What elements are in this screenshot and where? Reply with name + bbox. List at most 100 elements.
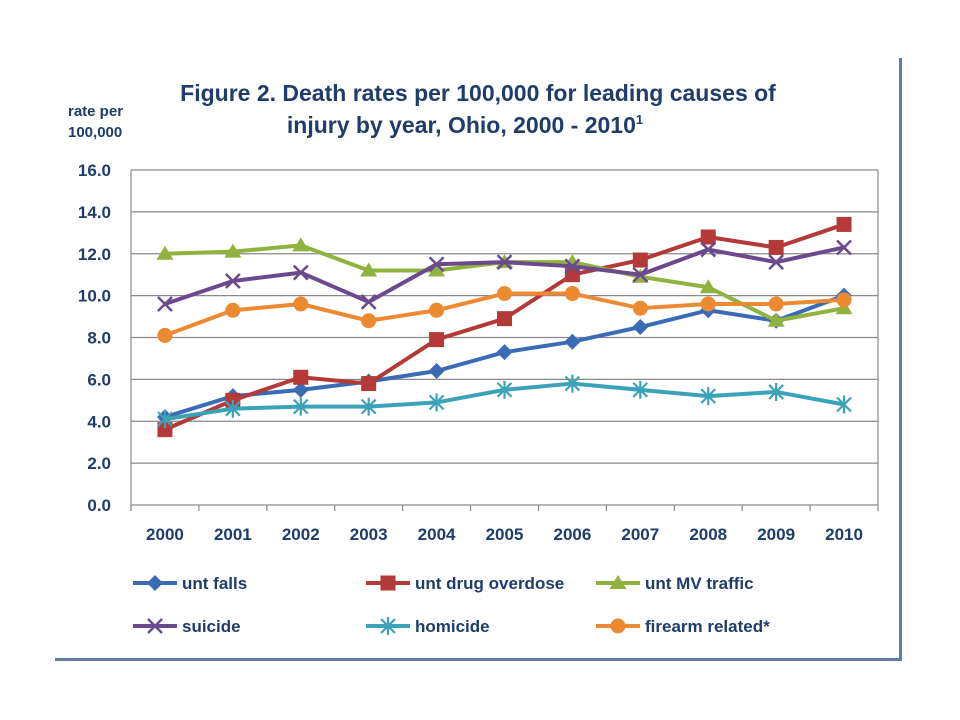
y-tick-label: 16.0	[78, 161, 111, 180]
legend-marker	[380, 575, 396, 591]
series-homicide	[157, 374, 852, 429]
x-marker-shape	[428, 256, 445, 273]
data-point-unt-drug-overdose	[632, 252, 648, 268]
data-point-homicide	[428, 393, 445, 412]
asterisk-marker-shape	[225, 399, 241, 418]
legend-item-firearm-related: firearm related*	[596, 617, 770, 636]
data-point-unt-drug-overdose	[293, 369, 309, 385]
x-tick-label: 2003	[350, 525, 388, 544]
x-marker-shape	[564, 258, 581, 275]
series-layer	[156, 216, 853, 438]
circle-marker-shape	[610, 618, 626, 634]
data-point-unt-falls	[428, 363, 445, 379]
asterisk-marker-shape	[836, 395, 852, 414]
circle-marker-shape	[429, 302, 445, 318]
triangle-marker-shape	[609, 575, 627, 589]
chart-title-superscript: 1	[636, 112, 643, 127]
legend-marker	[147, 618, 163, 634]
slide-frame-bottom-border	[55, 658, 902, 661]
data-point-suicide	[292, 264, 309, 281]
legend-item-unt-falls: unt falls	[133, 574, 247, 593]
data-point-unt-drug-overdose	[429, 332, 445, 348]
triangle-marker-shape	[767, 312, 785, 327]
diamond-marker-shape	[292, 381, 309, 398]
triangle-marker-shape	[428, 262, 446, 277]
data-point-suicide	[836, 239, 852, 256]
x-marker-shape	[292, 264, 309, 281]
legend-label: firearm related*	[645, 617, 770, 636]
legend-marker	[610, 618, 626, 634]
legend-label: homicide	[415, 617, 490, 636]
data-point-homicide	[564, 374, 581, 393]
data-point-firearm-related	[429, 302, 445, 318]
chart-title-line-2: injury by year, Ohio, 2000 - 20101	[287, 112, 643, 138]
x-tick-labels: 2000 2001 2002 2003 2004 2005 2006 2007 2008 2009…	[146, 525, 863, 544]
diamond-marker-shape	[147, 575, 163, 591]
circle-marker-shape	[564, 286, 580, 302]
circle-marker-shape	[700, 296, 716, 312]
data-point-homicide	[700, 387, 717, 406]
legend-item-unt-mv-traffic: unt MV traffic	[596, 574, 754, 593]
data-point-firearm-related	[497, 286, 512, 302]
x-marker-shape	[836, 239, 852, 256]
data-point-suicide	[564, 258, 581, 275]
triangle-marker-shape	[224, 243, 242, 258]
data-point-unt-falls	[292, 381, 309, 398]
asterisk-marker-shape	[292, 397, 309, 416]
data-point-unt-mv-traffic	[156, 245, 174, 260]
data-point-unt-drug-overdose	[836, 216, 852, 232]
legend-label: unt falls	[182, 574, 247, 593]
data-point-unt-mv-traffic	[428, 262, 446, 277]
triangle-marker-shape	[360, 262, 378, 277]
legend-marker	[380, 617, 396, 635]
diamond-marker-shape	[496, 344, 513, 361]
chart-title-line-2-text: injury by year, Ohio, 2000 - 2010	[287, 112, 636, 138]
legend-label: unt MV traffic	[645, 574, 754, 593]
asterisk-marker-shape	[768, 382, 784, 401]
legend-marker	[609, 575, 627, 589]
square-marker-shape	[836, 216, 852, 232]
x-marker-shape	[147, 618, 163, 634]
x-tick-label: 2009	[757, 525, 795, 544]
y-axis-label-line-1: rate per	[68, 103, 123, 120]
data-point-firearm-related	[768, 296, 784, 312]
x-marker-shape	[360, 294, 377, 310]
data-point-homicide	[292, 397, 309, 416]
data-point-suicide	[632, 266, 649, 283]
data-point-unt-mv-traffic	[767, 312, 785, 327]
legend-item-homicide: homicide	[366, 617, 490, 636]
x-tick-label: 2006	[553, 525, 591, 544]
x-marker-shape	[496, 254, 513, 271]
y-tick-label: 2.0	[87, 454, 111, 473]
asterisk-marker-shape	[360, 397, 377, 416]
x-marker-shape	[157, 296, 173, 312]
data-point-unt-falls	[496, 344, 513, 361]
asterisk-marker-shape	[380, 617, 396, 635]
triangle-marker-shape	[699, 279, 717, 294]
series-suicide	[157, 239, 852, 312]
data-point-suicide	[768, 254, 785, 271]
data-point-unt-drug-overdose	[361, 376, 377, 392]
legend-label: suicide	[182, 617, 241, 636]
x-tick-label: 2004	[418, 525, 456, 544]
y-tick-label: 8.0	[87, 329, 111, 348]
data-point-unt-drug-overdose	[497, 311, 512, 327]
data-point-homicide	[768, 382, 784, 401]
chart-title-line-1: Figure 2. Death rates per 100,000 for le…	[180, 80, 776, 106]
data-point-unt-drug-overdose	[700, 229, 716, 245]
x-tick-label: 2001	[214, 525, 252, 544]
circle-marker-shape	[768, 296, 784, 312]
data-point-unt-falls	[632, 319, 649, 336]
square-marker-shape	[157, 422, 173, 438]
y-tick-label: 10.0	[78, 287, 111, 306]
y-tick-label: 14.0	[78, 203, 111, 222]
data-point-unt-drug-overdose	[157, 422, 173, 438]
square-marker-shape	[768, 239, 784, 255]
y-tick-label: 4.0	[87, 412, 111, 431]
square-marker-shape	[293, 369, 309, 385]
asterisk-marker-shape	[428, 393, 445, 412]
square-marker-shape	[380, 575, 396, 591]
legend: unt falls unt drug overdose unt MV traffic…	[133, 574, 770, 636]
slide-frame-right-border	[899, 58, 902, 661]
